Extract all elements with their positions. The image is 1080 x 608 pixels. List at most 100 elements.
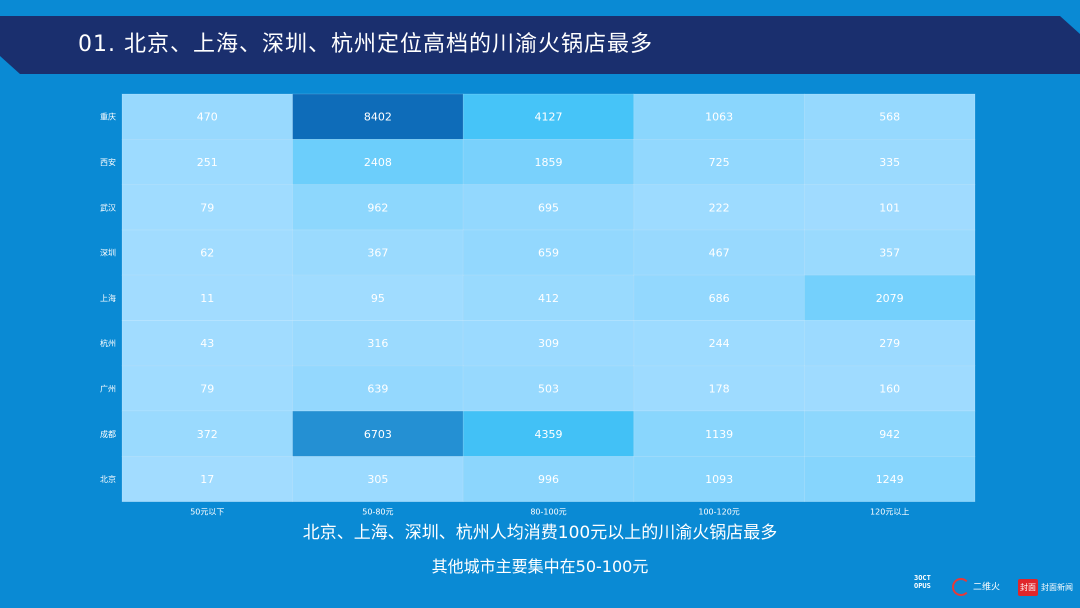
heatmap-cell bbox=[804, 320, 976, 367]
heatmap-value-label: 962 bbox=[367, 201, 388, 214]
fengmian-logo-box: 封面 bbox=[1018, 579, 1038, 596]
heatmap-cell bbox=[804, 274, 976, 321]
heatmap-cell bbox=[462, 365, 635, 412]
heatmap-cell bbox=[633, 320, 805, 367]
heatmap-cell bbox=[292, 139, 464, 185]
heatmap-cell bbox=[804, 184, 976, 231]
heatmap-value-label: 95 bbox=[371, 292, 385, 305]
x-tick-label: 100-120元 bbox=[698, 508, 739, 517]
fengmian-logo: 封面 封面新闻 bbox=[1018, 577, 1073, 596]
heatmap-value-label: 568 bbox=[879, 111, 900, 124]
heatmap-chart: 470 8402 4127 1063 568 251 2408 1859 725 335 79 962… bbox=[100, 93, 976, 517]
heatmap-value-label: 357 bbox=[879, 247, 900, 260]
y-tick-label: 重庆 bbox=[100, 112, 116, 122]
heatmap-value-label: 316 bbox=[367, 337, 388, 350]
heatmap-cell bbox=[121, 93, 293, 140]
heatmap-cell bbox=[804, 456, 976, 502]
heatmap-cell bbox=[462, 139, 635, 185]
heatmap-cell bbox=[804, 229, 976, 276]
heatmap-cell bbox=[292, 274, 464, 321]
y-tick-label: 成都 bbox=[100, 429, 116, 439]
heatmap-value-label: 942 bbox=[879, 428, 900, 441]
fengmian-logo-text: 封面新闻 bbox=[1041, 583, 1073, 592]
heatmap-cell bbox=[633, 365, 805, 412]
heatmap-value-label: 639 bbox=[367, 382, 388, 395]
heatmap-value-label: 178 bbox=[709, 382, 730, 395]
heatmap-value-label: 62 bbox=[200, 247, 214, 260]
y-tick-label: 广州 bbox=[100, 383, 116, 393]
heatmap-cell bbox=[292, 320, 464, 367]
x-tick-label: 120元以上 bbox=[870, 508, 909, 517]
y-tick-label: 武汉 bbox=[100, 202, 116, 212]
heatmap-value-label: 2079 bbox=[876, 292, 904, 305]
heatmap-value-label: 6703 bbox=[364, 428, 392, 441]
heatmap-value-label: 335 bbox=[879, 156, 900, 169]
heatmap-cell bbox=[121, 184, 293, 231]
heatmap-cell bbox=[121, 410, 293, 457]
heatmap-value-label: 695 bbox=[538, 201, 559, 214]
heatmap-value-label: 251 bbox=[197, 156, 218, 169]
y-tick-label: 深圳 bbox=[100, 248, 116, 258]
heatmap-value-label: 1063 bbox=[705, 111, 733, 124]
heatmap-cell bbox=[462, 320, 635, 367]
heatmap-value-label: 17 bbox=[200, 473, 214, 486]
heatmap-cell bbox=[462, 274, 635, 321]
heatmap-value-label: 101 bbox=[879, 201, 900, 214]
heatmap-value-label: 1249 bbox=[876, 473, 904, 486]
title-banner: 01. 北京、上海、深圳、杭州定位高档的川渝火锅店最多 bbox=[0, 16, 1080, 74]
heatmap-value-labels: 470 8402 4127 1063 568 251 2408 1859 725 335 79 962… bbox=[197, 111, 904, 486]
heatmap-value-label: 79 bbox=[200, 201, 214, 214]
y-tick-label: 杭州 bbox=[100, 338, 116, 348]
heatmap-value-label: 659 bbox=[538, 247, 559, 260]
y-tick-label: 上海 bbox=[100, 293, 116, 303]
heatmap-cell bbox=[292, 229, 464, 276]
heatmap-value-label: 372 bbox=[197, 428, 218, 441]
page-title: 01. 北京、上海、深圳、杭州定位高档的川渝火锅店最多 bbox=[78, 32, 653, 57]
y-tick-label: 北京 bbox=[100, 474, 116, 484]
x-tick-label: 50元以下 bbox=[190, 508, 224, 517]
heatmap-cell bbox=[292, 456, 464, 502]
heatmap-cell bbox=[121, 229, 293, 276]
heatmap-value-label: 79 bbox=[200, 382, 214, 395]
heatmap-cell bbox=[633, 184, 805, 231]
caption-detail: 其他城市主要集中在50-100元 bbox=[431, 557, 649, 576]
heatmap-cell bbox=[633, 410, 805, 457]
heatmap-cell bbox=[633, 274, 805, 321]
octopus-logo: 3OCT OPUS bbox=[914, 574, 931, 590]
heatmap-value-label: 467 bbox=[709, 247, 730, 260]
heatmap-value-label: 222 bbox=[709, 201, 730, 214]
heatmap-value-label: 1859 bbox=[535, 156, 563, 169]
heatmap-value-label: 160 bbox=[879, 382, 900, 395]
heatmap-cell bbox=[633, 456, 805, 502]
y-tick-label: 西安 bbox=[100, 157, 116, 167]
heatmap-value-label: 1093 bbox=[705, 473, 733, 486]
heatmap-value-label: 43 bbox=[200, 337, 214, 350]
heatmap-cell bbox=[292, 184, 464, 231]
heatmap-cell bbox=[121, 456, 293, 502]
heatmap-cell bbox=[462, 456, 635, 502]
caption-summary: 北京、上海、深圳、杭州人均消费100元以上的川渝火锅店最多 bbox=[302, 523, 778, 543]
heatmap-value-label: 8402 bbox=[364, 111, 392, 124]
heatmap-cell bbox=[292, 365, 464, 412]
heatmap-cell bbox=[121, 320, 293, 367]
heatmap-value-label: 2408 bbox=[364, 156, 392, 169]
heatmap-value-label: 4127 bbox=[535, 111, 563, 124]
heatmap-value-label: 470 bbox=[197, 111, 218, 124]
heatmap-cells bbox=[121, 93, 976, 502]
heatmap-value-label: 996 bbox=[538, 473, 559, 486]
heatmap-cell bbox=[633, 229, 805, 276]
heatmap-value-label: 725 bbox=[709, 156, 730, 169]
heatmap-value-label: 309 bbox=[538, 337, 559, 350]
erwei-logo-text: 二维火 bbox=[973, 582, 1001, 593]
heatmap-cell bbox=[804, 365, 976, 412]
heatmap-cell bbox=[121, 365, 293, 412]
heatmap-value-label: 686 bbox=[709, 292, 730, 305]
heatmap-cell bbox=[633, 139, 805, 185]
logo-strip: 3OCT OPUS 二维火 封面 封面新闻 bbox=[910, 572, 1075, 604]
x-tick-label: 80-100元 bbox=[530, 508, 566, 517]
heatmap-value-label: 279 bbox=[879, 337, 900, 350]
heatmap-value-label: 367 bbox=[367, 247, 388, 260]
banner-shape bbox=[0, 16, 1080, 74]
heatmap-value-label: 412 bbox=[538, 292, 559, 305]
